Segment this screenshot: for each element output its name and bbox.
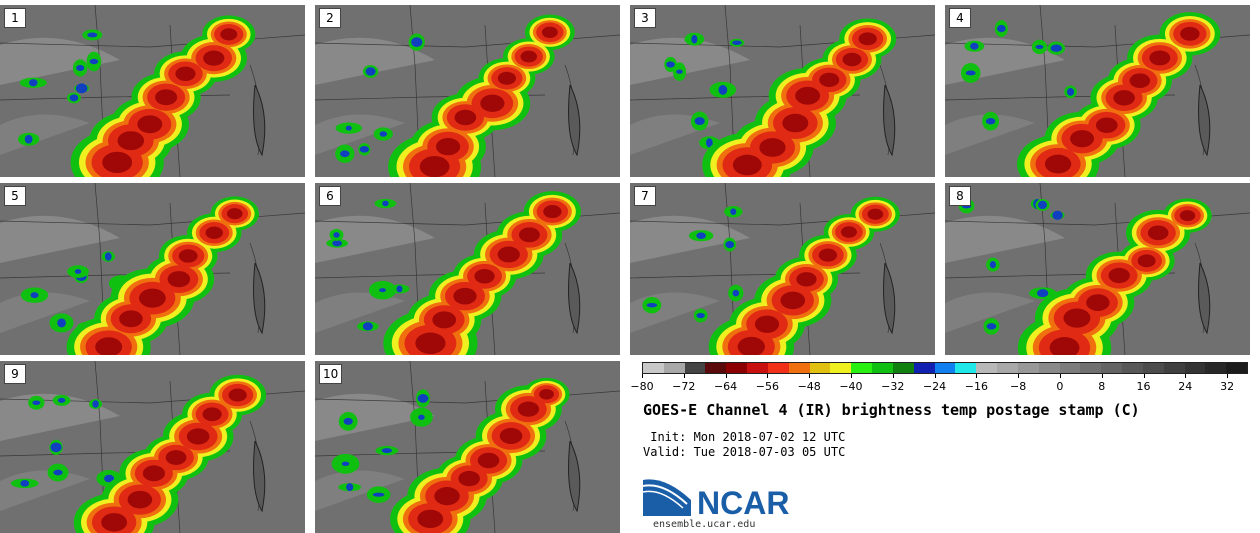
- colorbar-swatch: [1184, 363, 1206, 373]
- colorbar-tick-label: 16: [1136, 380, 1151, 393]
- colorbar-swatch: [1142, 363, 1164, 373]
- site-url: ensemble.ucar.edu: [653, 519, 756, 530]
- ir-map: [630, 5, 935, 177]
- colorbar-tick: [683, 374, 685, 378]
- colorbar-tick: [642, 374, 643, 378]
- colorbar-swatch: [1080, 363, 1102, 373]
- forecast-panel: 3: [630, 5, 935, 177]
- panel-number: 6: [319, 186, 341, 206]
- forecast-panel: 9: [0, 361, 305, 533]
- colorbar-tick: [1227, 374, 1229, 378]
- colorbar-swatch: [1122, 363, 1143, 373]
- figure-title: GOES-E Channel 4 (IR) brightness temp po…: [643, 401, 1140, 419]
- colorbar-tick-label: −72: [672, 380, 696, 393]
- colorbar-swatch: [976, 363, 998, 373]
- colorbar-swatch: [684, 363, 706, 373]
- panel-number: 3: [634, 8, 656, 28]
- colorbar-swatch: [767, 363, 789, 373]
- panel-number: 4: [949, 8, 971, 28]
- colorbar-swatch: [1038, 363, 1060, 373]
- colorbar-tick: [1185, 374, 1187, 378]
- colorbar-swatch: [705, 363, 727, 373]
- colorbar-swatch: [997, 363, 1018, 373]
- colorbar-tick: [976, 374, 978, 378]
- colorbar-swatch: [851, 363, 873, 373]
- colorbar-swatch: [830, 363, 852, 373]
- forecast-panel: 4: [945, 5, 1250, 177]
- temperature-colorbar: [642, 362, 1248, 374]
- colorbar-tick-label: −32: [881, 380, 905, 393]
- colorbar-tick: [892, 374, 894, 378]
- panel-number: 10: [319, 364, 343, 384]
- ir-map: [0, 183, 305, 355]
- ir-map: [0, 5, 305, 177]
- panel-number: 7: [634, 186, 656, 206]
- colorbar-tick-label: 0: [1056, 380, 1064, 393]
- colorbar-tick: [1059, 374, 1061, 378]
- colorbar-swatch: [809, 363, 831, 373]
- ncar-logo-text: NCAR: [697, 485, 789, 520]
- colorbar-swatch: [726, 363, 748, 373]
- colorbar-tick-label: 8: [1098, 380, 1106, 393]
- forecast-panel: 1: [0, 5, 305, 177]
- colorbar-swatch: [1017, 363, 1039, 373]
- colorbar-tick-label: −80: [630, 380, 654, 393]
- colorbar-swatch: [643, 363, 664, 373]
- colorbar-tick: [1101, 374, 1103, 378]
- forecast-panel: 7: [630, 183, 935, 355]
- ir-map: [0, 361, 305, 533]
- colorbar-tick: [934, 374, 936, 378]
- colorbar-tick: [850, 374, 852, 378]
- colorbar-ticks: −80 −72 −64 −56 −48 −40 −32 −24 −16 −8 0 8 16 24 32: [630, 374, 1248, 398]
- forecast-panel: 5: [0, 183, 305, 355]
- colorbar-swatch: [1101, 363, 1123, 373]
- ir-map: [315, 361, 620, 533]
- forecast-panel: 2: [315, 5, 620, 177]
- colorbar-swatch: [892, 363, 914, 373]
- panel-number: 2: [319, 8, 341, 28]
- init-time: Init: Mon 2018-07-02 12 UTC: [643, 430, 846, 444]
- colorbar-swatch: [747, 363, 768, 373]
- ir-map: [315, 5, 620, 177]
- panel-number: 1: [4, 8, 26, 28]
- colorbar-tick-label: −16: [964, 380, 988, 393]
- valid-time: Valid: Tue 2018-07-03 05 UTC: [643, 445, 846, 459]
- colorbar-swatch: [934, 363, 956, 373]
- ir-map: [630, 183, 935, 355]
- panel-number: 5: [4, 186, 26, 206]
- colorbar-swatch: [1226, 363, 1248, 373]
- forecast-panel: 6: [315, 183, 620, 355]
- ncar-logo: NCAR: [643, 479, 789, 520]
- colorbar-tick-label: −40: [839, 380, 863, 393]
- colorbar-tick-label: −48: [797, 380, 821, 393]
- colorbar-tick-label: 24: [1178, 380, 1193, 393]
- colorbar-swatch: [955, 363, 977, 373]
- colorbar-swatch: [872, 363, 893, 373]
- ir-map: [945, 5, 1250, 177]
- colorbar-tick: [1018, 374, 1020, 378]
- colorbar-swatch: [788, 363, 810, 373]
- colorbar-tick: [1143, 374, 1145, 378]
- colorbar-swatch: [913, 363, 935, 373]
- colorbar-tick: [767, 374, 769, 378]
- colorbar-swatch: [1205, 363, 1227, 373]
- colorbar-tick: [809, 374, 811, 378]
- forecast-panel: 8: [945, 183, 1250, 355]
- colorbar-tick-label: −8: [1010, 380, 1027, 393]
- forecast-panel: 10: [315, 361, 620, 533]
- panel-number: 9: [4, 364, 26, 384]
- panel-number: 8: [949, 186, 971, 206]
- colorbar-swatch: [1059, 363, 1081, 373]
- colorbar-tick-label: −24: [922, 380, 947, 393]
- colorbar-tick: [725, 374, 727, 378]
- colorbar-swatch: [1163, 363, 1185, 373]
- colorbar-tick-label: 32: [1220, 380, 1235, 393]
- colorbar-tick-label: −56: [755, 380, 779, 393]
- ir-map: [315, 183, 620, 355]
- ir-map: [945, 183, 1250, 355]
- colorbar-swatch: [663, 363, 685, 373]
- colorbar-tick-label: −64: [713, 380, 738, 393]
